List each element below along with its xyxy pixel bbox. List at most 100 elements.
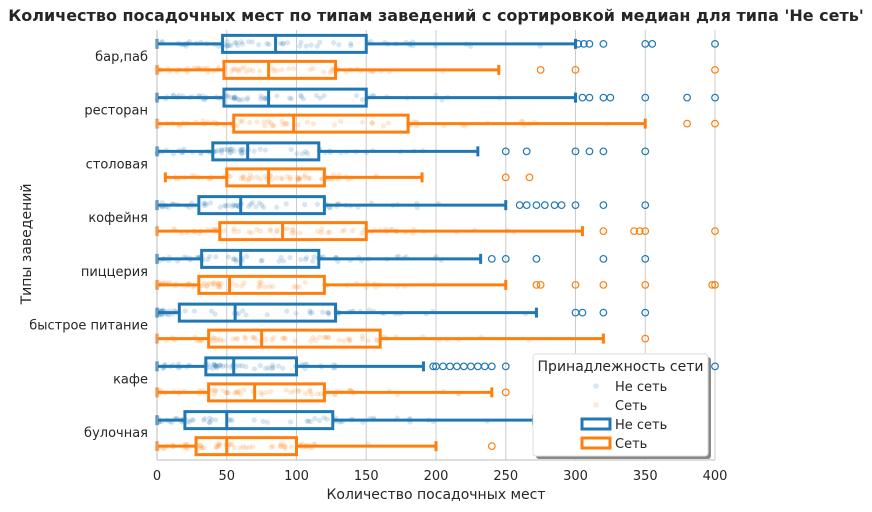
strip-point — [235, 203, 241, 209]
box-iqr — [211, 141, 321, 162]
strip-point — [191, 308, 197, 314]
strip-point — [284, 121, 290, 127]
y-tick-label: столовая — [86, 157, 148, 172]
strip-point — [305, 418, 311, 424]
strip-point — [374, 337, 380, 344]
strip-point — [268, 120, 274, 126]
strip-point — [265, 119, 272, 125]
strip-point — [298, 92, 304, 98]
strip-point — [284, 173, 290, 180]
strip-point — [201, 445, 207, 451]
strip-point — [212, 388, 219, 394]
strip-point — [307, 310, 313, 316]
box-iqr — [207, 382, 326, 403]
strip-point — [246, 176, 252, 182]
strip-point — [247, 119, 253, 126]
strip-point — [313, 337, 319, 343]
outlier-point — [439, 362, 447, 371]
box-iqr — [183, 410, 335, 431]
strip-point — [264, 41, 270, 47]
strip-point — [278, 441, 284, 447]
strip-point — [231, 95, 237, 101]
strip-point — [296, 284, 302, 290]
strip-point — [307, 175, 313, 182]
strip-point — [227, 417, 233, 423]
y-tick-label: ресторан — [84, 104, 148, 119]
strip-point — [222, 146, 228, 152]
strip-point — [287, 176, 293, 182]
strip-point — [277, 443, 283, 449]
strip-point — [231, 148, 237, 154]
strip-point — [314, 391, 321, 397]
strip-point — [258, 280, 264, 286]
strip-point — [258, 93, 264, 99]
strip-point — [230, 202, 236, 208]
strip-point — [205, 256, 211, 262]
strip-point — [231, 66, 237, 72]
strip-point — [256, 42, 262, 48]
outlier-point — [487, 442, 496, 451]
strip-point — [218, 150, 225, 156]
strip-point — [219, 363, 226, 369]
strip-point — [321, 93, 327, 99]
strip-point — [235, 228, 242, 234]
strip-point — [303, 256, 309, 262]
box-iqr — [177, 302, 338, 323]
outlier-point — [487, 362, 496, 371]
strip-point — [243, 364, 249, 370]
outlier-point — [599, 39, 608, 48]
strip-point — [326, 311, 332, 317]
outlier-point — [683, 93, 691, 102]
strip-point — [245, 39, 252, 45]
strip-point — [203, 202, 209, 208]
strip-point — [235, 389, 241, 395]
strip-point — [243, 69, 249, 75]
box-iqr — [197, 274, 326, 295]
legend-title: Принадлежность сети — [538, 359, 704, 375]
strip-point — [210, 335, 217, 341]
x-tick-label: 50 — [218, 469, 235, 484]
legend-label: Сеть — [615, 437, 647, 452]
strip-point — [238, 66, 244, 72]
outlier-point — [630, 227, 638, 236]
strip-point — [317, 95, 323, 101]
y-tick-label: бар,паб — [95, 50, 148, 65]
strip-point — [250, 334, 256, 341]
strip-point — [213, 444, 219, 450]
strip-point — [341, 338, 347, 344]
strip-point — [325, 309, 331, 316]
strip-point — [276, 258, 282, 264]
strip-point — [206, 280, 213, 287]
strip-point — [234, 122, 240, 129]
strip-point — [369, 120, 376, 126]
strip-point — [359, 333, 366, 339]
strip-point — [207, 200, 214, 206]
strip-point — [246, 67, 253, 73]
strip-point — [235, 96, 241, 102]
strip-point — [282, 444, 288, 450]
strip-point — [304, 119, 310, 125]
strip-point — [260, 418, 266, 424]
strip-point — [341, 227, 348, 233]
strip-point — [269, 365, 275, 372]
strip-point — [291, 66, 297, 72]
strip-point — [303, 149, 309, 155]
outlier-point — [501, 362, 510, 371]
strip-point — [304, 255, 310, 261]
strip-point — [215, 280, 221, 286]
strip-point — [226, 42, 232, 48]
outlier-point — [641, 93, 650, 102]
outlier-point — [466, 362, 475, 371]
strip-point — [201, 417, 207, 423]
strip-point — [266, 365, 272, 371]
strip-point — [248, 201, 254, 207]
strip-point — [297, 176, 303, 182]
strip-point — [273, 175, 280, 181]
strip-point — [253, 204, 259, 210]
strip-point — [231, 94, 237, 100]
x-tick-label: 400 — [703, 469, 728, 484]
outlier-point — [708, 280, 717, 289]
strip-point — [298, 94, 304, 100]
box-iqr — [225, 167, 326, 188]
strip-point — [215, 284, 221, 290]
